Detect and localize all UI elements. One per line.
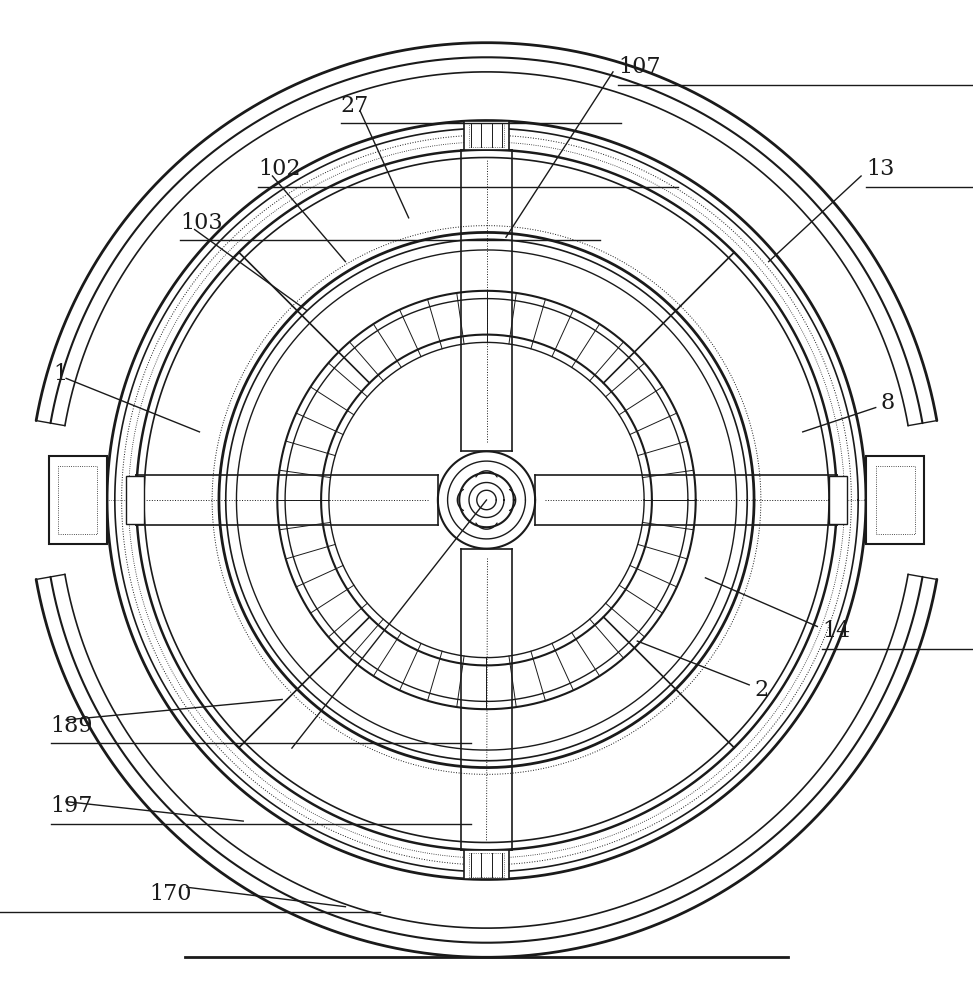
Text: 103: 103 xyxy=(180,212,223,234)
Text: 14: 14 xyxy=(822,620,850,642)
Text: 27: 27 xyxy=(341,95,369,117)
Text: 102: 102 xyxy=(258,158,301,180)
Bar xyxy=(464,121,509,150)
Bar xyxy=(829,476,847,524)
Text: 189: 189 xyxy=(51,715,93,737)
Text: 13: 13 xyxy=(866,158,894,180)
Text: 2: 2 xyxy=(754,679,769,701)
Bar xyxy=(866,456,924,544)
Bar xyxy=(49,456,107,544)
Bar xyxy=(126,476,144,524)
Text: 170: 170 xyxy=(149,883,192,905)
Bar xyxy=(464,850,509,879)
Text: 197: 197 xyxy=(51,795,93,817)
Text: 1: 1 xyxy=(54,363,68,385)
Text: 107: 107 xyxy=(618,56,661,78)
Text: 8: 8 xyxy=(881,392,895,414)
